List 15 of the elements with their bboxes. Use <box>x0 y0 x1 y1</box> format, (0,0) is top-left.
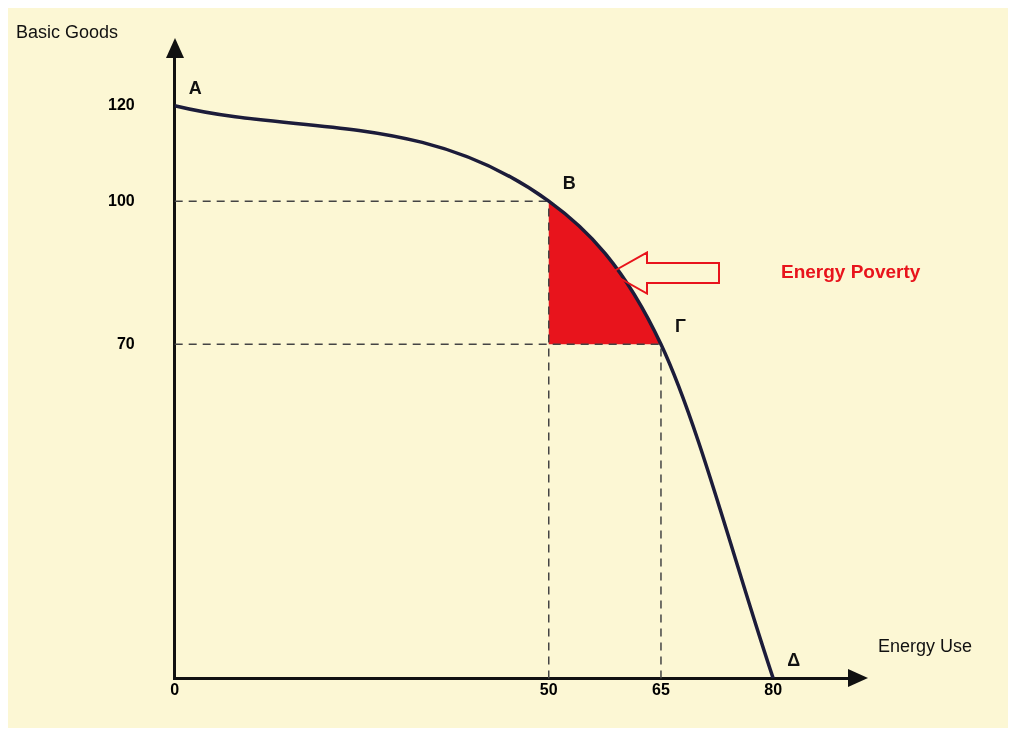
y-tick-label: 100 <box>107 191 135 209</box>
x-axis-title: Energy Use <box>878 636 973 657</box>
annotation: Δ <box>787 650 801 671</box>
band-label: Energy Poverty <box>780 260 921 282</box>
annotation: Γ <box>674 316 686 337</box>
y-tick-label: 120 <box>107 96 135 114</box>
x-tick-label: 0 <box>170 681 180 699</box>
x-tick-label: 65 <box>652 681 670 699</box>
x-tick-label: 80 <box>764 681 783 699</box>
y-tick-label: 70 <box>116 334 135 352</box>
x-tick-label: 50 <box>539 681 558 699</box>
annotation: B <box>562 173 576 194</box>
annotation: A <box>188 77 202 98</box>
y-axis-title: Basic Goods <box>16 22 119 42</box>
line-series <box>174 103 775 679</box>
